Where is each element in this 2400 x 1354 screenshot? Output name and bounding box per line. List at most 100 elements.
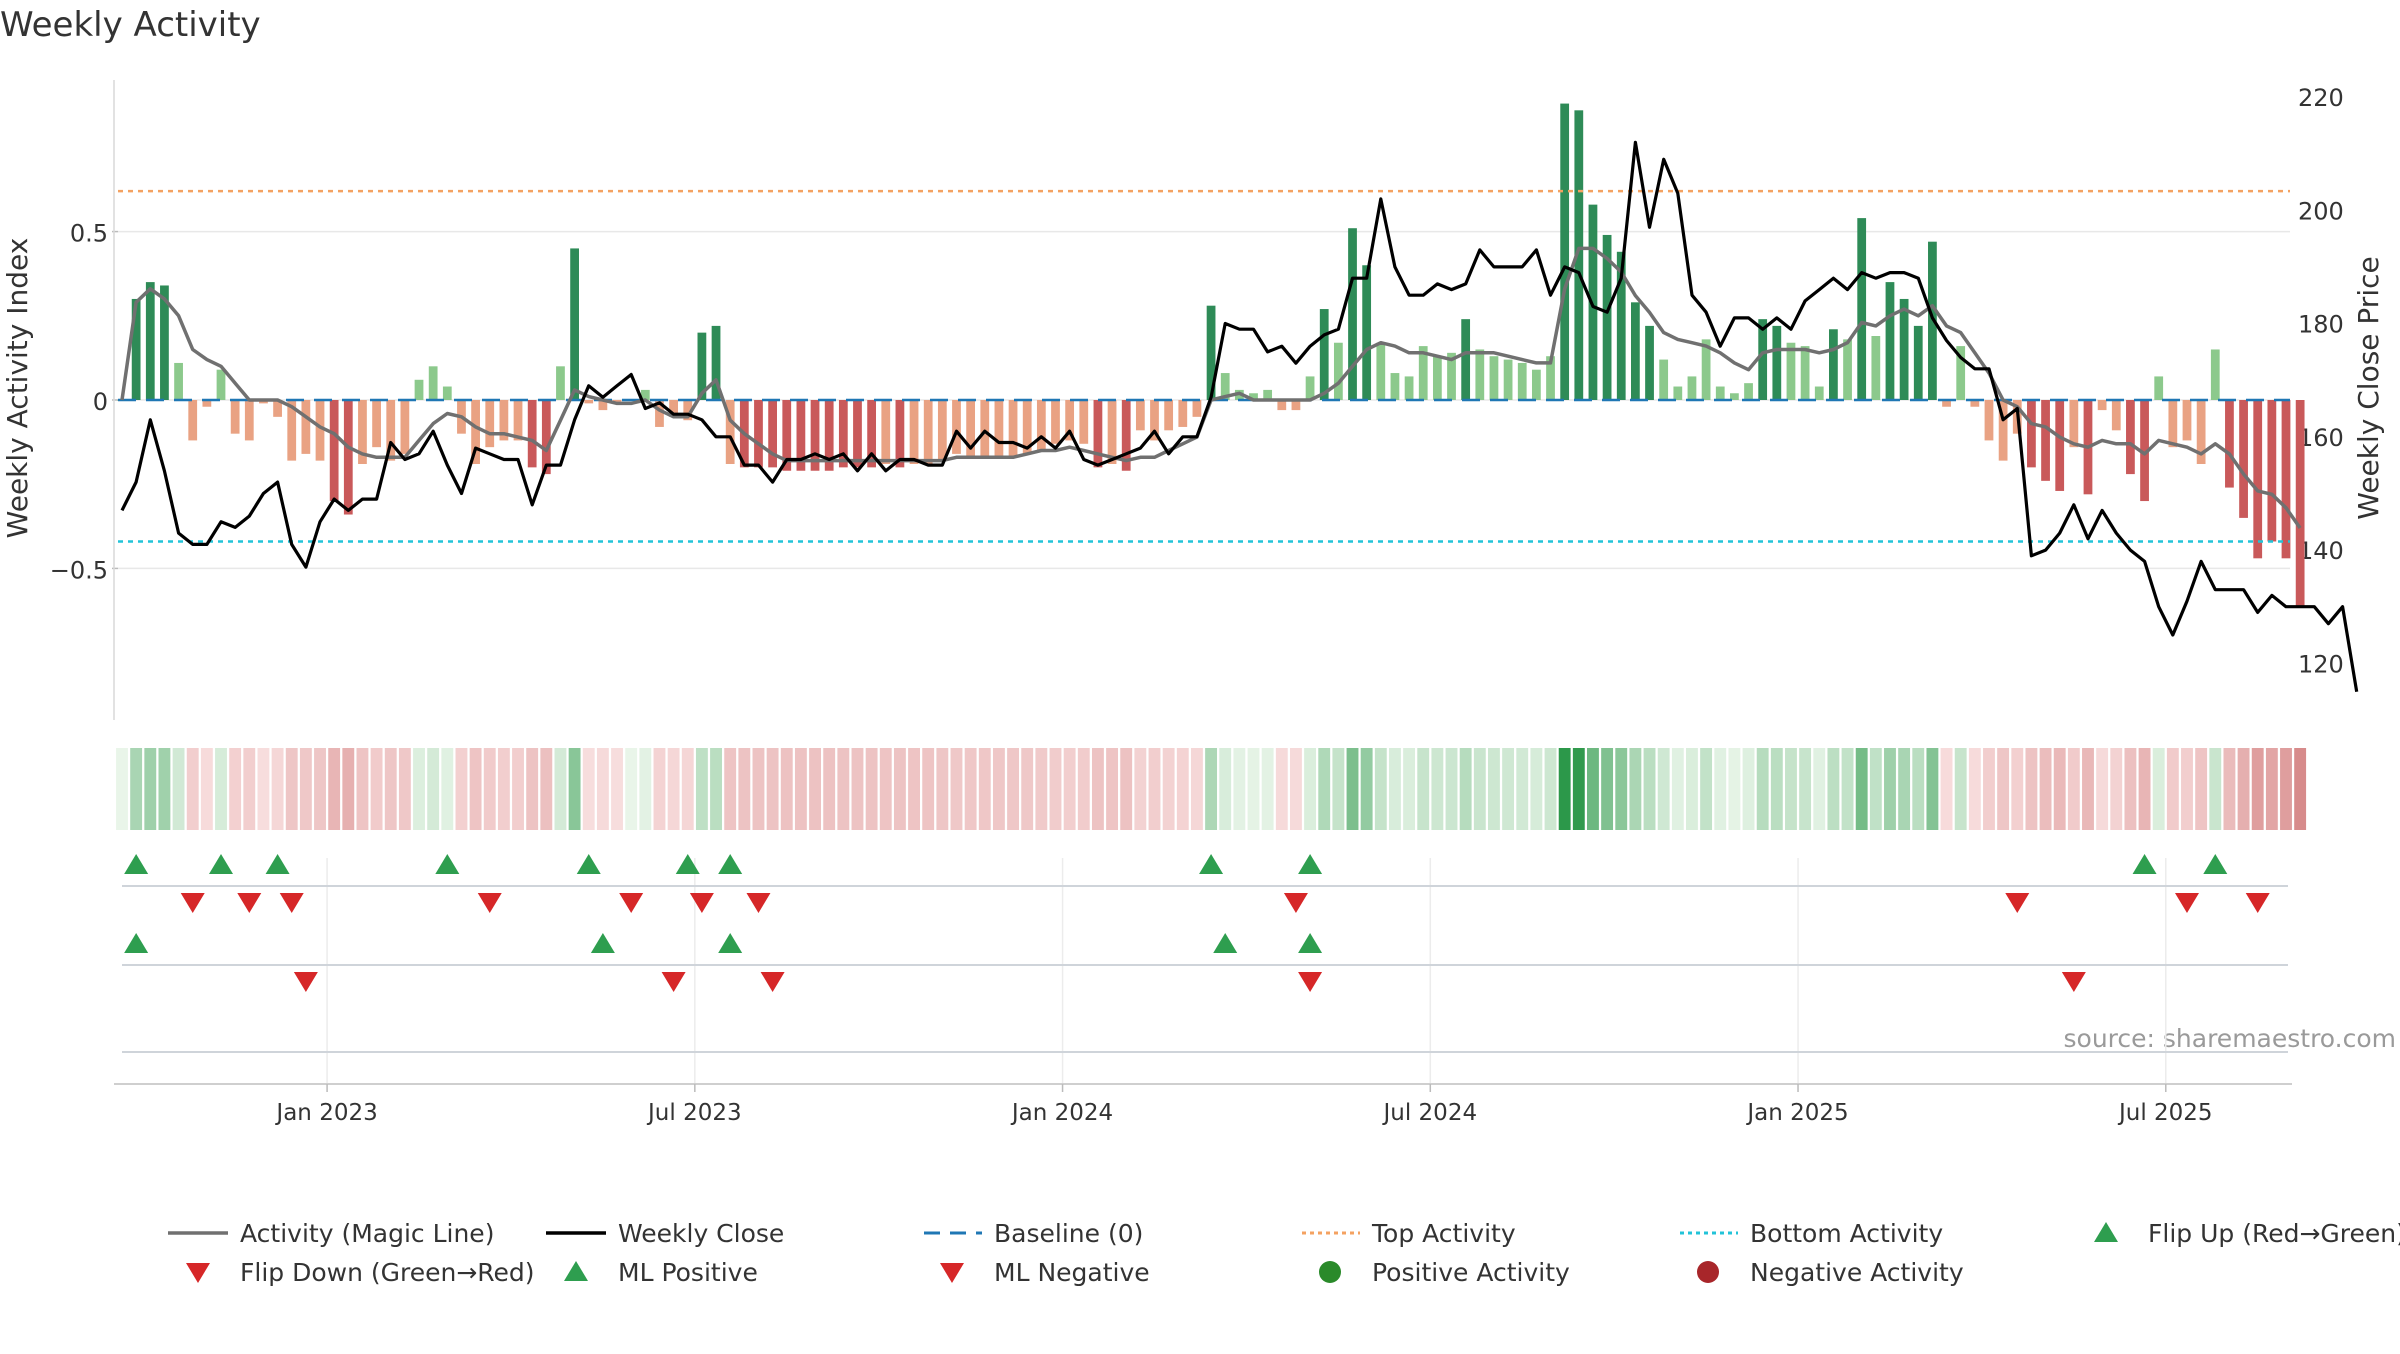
flip-up-marker — [124, 854, 149, 874]
heat-strip-cell — [158, 748, 171, 830]
activity-bar — [1560, 103, 1570, 400]
heat-strip-cell — [596, 748, 609, 830]
heat-strip-cell — [1403, 748, 1416, 830]
activity-bar — [1418, 346, 1428, 400]
activity-bar — [853, 400, 862, 468]
heat-strip-cell — [1544, 748, 1557, 830]
legend-label: ML Positive — [618, 1258, 758, 1287]
activity-bar — [711, 325, 721, 400]
heat-strip-cell — [992, 748, 1005, 830]
heat-strip-cell — [1106, 748, 1119, 830]
activity-bar — [1107, 400, 1117, 464]
activity-bar — [2055, 400, 2065, 491]
heat-strip-cell — [2096, 748, 2109, 830]
heat-strip-cell — [1940, 748, 1953, 830]
ml-positive-marker — [124, 933, 149, 953]
heat-strip-cell — [936, 748, 949, 830]
legend-label: Top Activity — [1371, 1219, 1516, 1248]
y-tick-label-right: 200 — [2298, 197, 2344, 225]
activity-bar — [2027, 400, 2036, 468]
heat-strip-cell — [271, 748, 284, 830]
heat-strip-cell — [2223, 748, 2236, 830]
activity-bar — [754, 400, 763, 468]
heat-strip-cell — [1091, 748, 1104, 830]
x-tick-label: Jan 2025 — [1745, 1100, 1848, 1126]
activity-bar — [343, 400, 353, 515]
heat-strip-cell — [1304, 748, 1317, 830]
heat-strip-cell — [1148, 748, 1161, 830]
heat-strip-cell — [1869, 748, 1882, 830]
activity-bar — [2097, 400, 2107, 411]
activity-bar — [273, 400, 282, 417]
ml-positive-marker — [590, 933, 615, 953]
heat-strip-cell — [1926, 748, 1939, 830]
activity-bar — [1631, 302, 1640, 400]
flip-down-marker — [279, 893, 304, 913]
heat-strip-cell — [978, 748, 991, 830]
flip-down-marker — [2245, 893, 2270, 913]
heat-strip-cell — [1389, 748, 1401, 830]
activity-bar — [895, 400, 905, 468]
activity-bar — [1800, 346, 1810, 400]
heat-strip-cell — [229, 748, 242, 830]
activity-bar — [1348, 228, 1357, 400]
heat-strip-cell — [1954, 748, 1967, 830]
activity-bar — [1942, 400, 1951, 407]
heat-strip-cell — [398, 748, 411, 830]
heat-strip-cell — [2280, 748, 2292, 830]
activity-bar — [1744, 383, 1753, 400]
heat-strip-cell — [1459, 748, 1472, 830]
activity-bar — [1319, 309, 1329, 400]
activity-bar — [1022, 400, 1032, 454]
heat-strip-cell — [483, 748, 496, 830]
activity-bar — [1178, 400, 1188, 427]
weekly-close-series — [120, 140, 2359, 692]
heat-strip-cell — [342, 748, 355, 830]
activity-bar — [1786, 342, 1796, 400]
heat-strip-cell — [1742, 748, 1755, 830]
y-tick-label-right: 160 — [2298, 424, 2344, 452]
heat-strip-cell — [1035, 748, 1048, 830]
legend-label: Flip Up (Red→Green) — [2148, 1219, 2400, 1248]
activity-bar — [1531, 369, 1541, 400]
activity-bar — [2154, 376, 2164, 400]
heat-strip-cell — [2152, 748, 2165, 830]
activity-bar — [1432, 356, 1442, 400]
heat-strip-cell — [512, 748, 524, 830]
heat-strip-cell — [1134, 748, 1147, 830]
activity-bar — [952, 400, 961, 454]
heat-strip-cell — [1233, 748, 1246, 830]
flip-down-marker — [1283, 893, 1308, 913]
activity-bar — [1008, 400, 1018, 458]
activity-bar — [1998, 400, 2008, 461]
activity-bar — [1871, 336, 1881, 400]
heat-strip-cell — [1530, 748, 1543, 830]
y-tick-label-left: 0 — [93, 388, 108, 416]
activity-bar — [1249, 393, 1258, 400]
activity-bar — [2041, 400, 2050, 481]
heat-strip-cell — [865, 748, 878, 830]
activity-bar — [1574, 110, 1584, 400]
source-label: source: sharemaestro.com — [2064, 1024, 2397, 1053]
activity-bar — [1984, 400, 1994, 441]
heat-strip-cell — [724, 748, 737, 830]
activity-bar — [1121, 400, 1131, 471]
activity-bar — [1616, 251, 1626, 400]
activity-bar — [2225, 400, 2234, 488]
activity-bar — [428, 366, 438, 400]
activity-bar — [1715, 386, 1725, 400]
heat-strip-cell — [1657, 748, 1670, 830]
activity-bar — [1758, 319, 1768, 400]
heat-strip-cell — [1629, 748, 1642, 830]
heat-strip-cell — [384, 748, 397, 830]
activity-bar — [1263, 389, 1273, 400]
legend-swatch-triangle-up — [2094, 1222, 2118, 1242]
heat-strip-cell — [809, 748, 821, 830]
activity-bar — [994, 400, 1004, 458]
activity-bar — [1546, 356, 1555, 400]
heat-strip-cell — [1162, 748, 1175, 830]
heat-strip-cell — [1261, 748, 1274, 830]
activity-bar — [1220, 373, 1230, 400]
activity-bar — [1093, 400, 1103, 468]
activity-bar — [640, 389, 650, 400]
